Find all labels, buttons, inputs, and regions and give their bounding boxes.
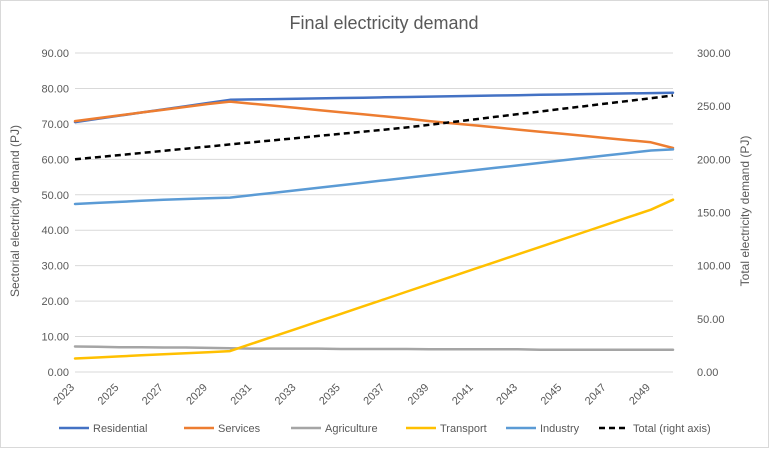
x-tick-label: 2049 <box>627 382 653 408</box>
right-axis-title: Total electricity demand (PJ) <box>738 136 752 287</box>
series-line-agriculture <box>73 345 675 351</box>
y2-tick-label: 150.00 <box>697 208 731 220</box>
y-tick-label: 0.00 <box>48 367 69 379</box>
legend: Residential Services Agriculture Transport I… <box>59 423 711 435</box>
y2-tick-label: 200.00 <box>697 154 731 166</box>
gridlines <box>75 52 673 373</box>
y2-tick-label: 300.00 <box>697 48 731 60</box>
y2-tick-label: 0.00 <box>697 367 718 379</box>
chart-title: Final electricity demand <box>289 13 478 33</box>
x-tick-label: 2045 <box>539 382 565 408</box>
legend-label-residential: Residential <box>93 423 147 435</box>
x-tick-label: 2029 <box>184 382 210 408</box>
x-tick-label: 2037 <box>361 382 387 408</box>
x-tick-label: 2023 <box>51 382 77 408</box>
x-tick-label: 2025 <box>96 382 122 408</box>
left-axis-title: Sectorial electricity demand (PJ) <box>8 125 22 297</box>
y-tick-label: 90.00 <box>41 48 69 60</box>
series-lines <box>73 91 675 360</box>
series-line-industry <box>73 148 675 206</box>
x-tick-label: 2031 <box>229 382 255 408</box>
x-tick-label: 2035 <box>317 382 343 408</box>
legend-label-transport: Transport <box>440 423 487 435</box>
legend-label-industry: Industry <box>540 423 580 435</box>
x-tick-label: 2043 <box>494 382 520 408</box>
legend-label-agriculture: Agriculture <box>325 423 378 435</box>
x-tick-label: 2041 <box>450 382 476 408</box>
y-tick-label: 10.00 <box>41 332 69 344</box>
series-line-services <box>73 100 675 150</box>
y-tick-label: 50.00 <box>41 190 69 202</box>
x-tick-label: 2027 <box>140 382 166 408</box>
x-tick-label: 2047 <box>583 382 609 408</box>
y2-tick-label: 50.00 <box>697 314 725 326</box>
series-line-total-right-axis <box>74 94 674 161</box>
y-tick-label: 30.00 <box>41 261 69 273</box>
x-tick-label: 2039 <box>406 382 432 408</box>
right-y-axis-ticks: 0.00 50.00 100.00 150.00 200.00 250.00 300.00 <box>697 48 731 379</box>
y-tick-label: 60.00 <box>41 154 69 166</box>
x-tick-label: 2033 <box>273 382 299 408</box>
y2-tick-label: 250.00 <box>697 101 731 113</box>
legend-label-total-right-axis: Total (right axis) <box>633 423 711 435</box>
series-line-transport <box>73 198 675 360</box>
y-tick-label: 20.00 <box>41 296 69 308</box>
y-tick-label: 40.00 <box>41 225 69 237</box>
legend-label-services: Services <box>218 423 261 435</box>
y-tick-label: 70.00 <box>41 119 69 131</box>
left-y-axis-ticks: 0.00 10.00 20.00 30.00 40.00 50.00 60.00 70.00 8… <box>41 48 69 379</box>
x-axis-ticks: 2023 2025 2027 2029 2031 2033 2035 2037 2039 2041… <box>51 382 653 408</box>
y2-tick-label: 100.00 <box>697 261 731 273</box>
y-tick-label: 80.00 <box>41 83 69 95</box>
